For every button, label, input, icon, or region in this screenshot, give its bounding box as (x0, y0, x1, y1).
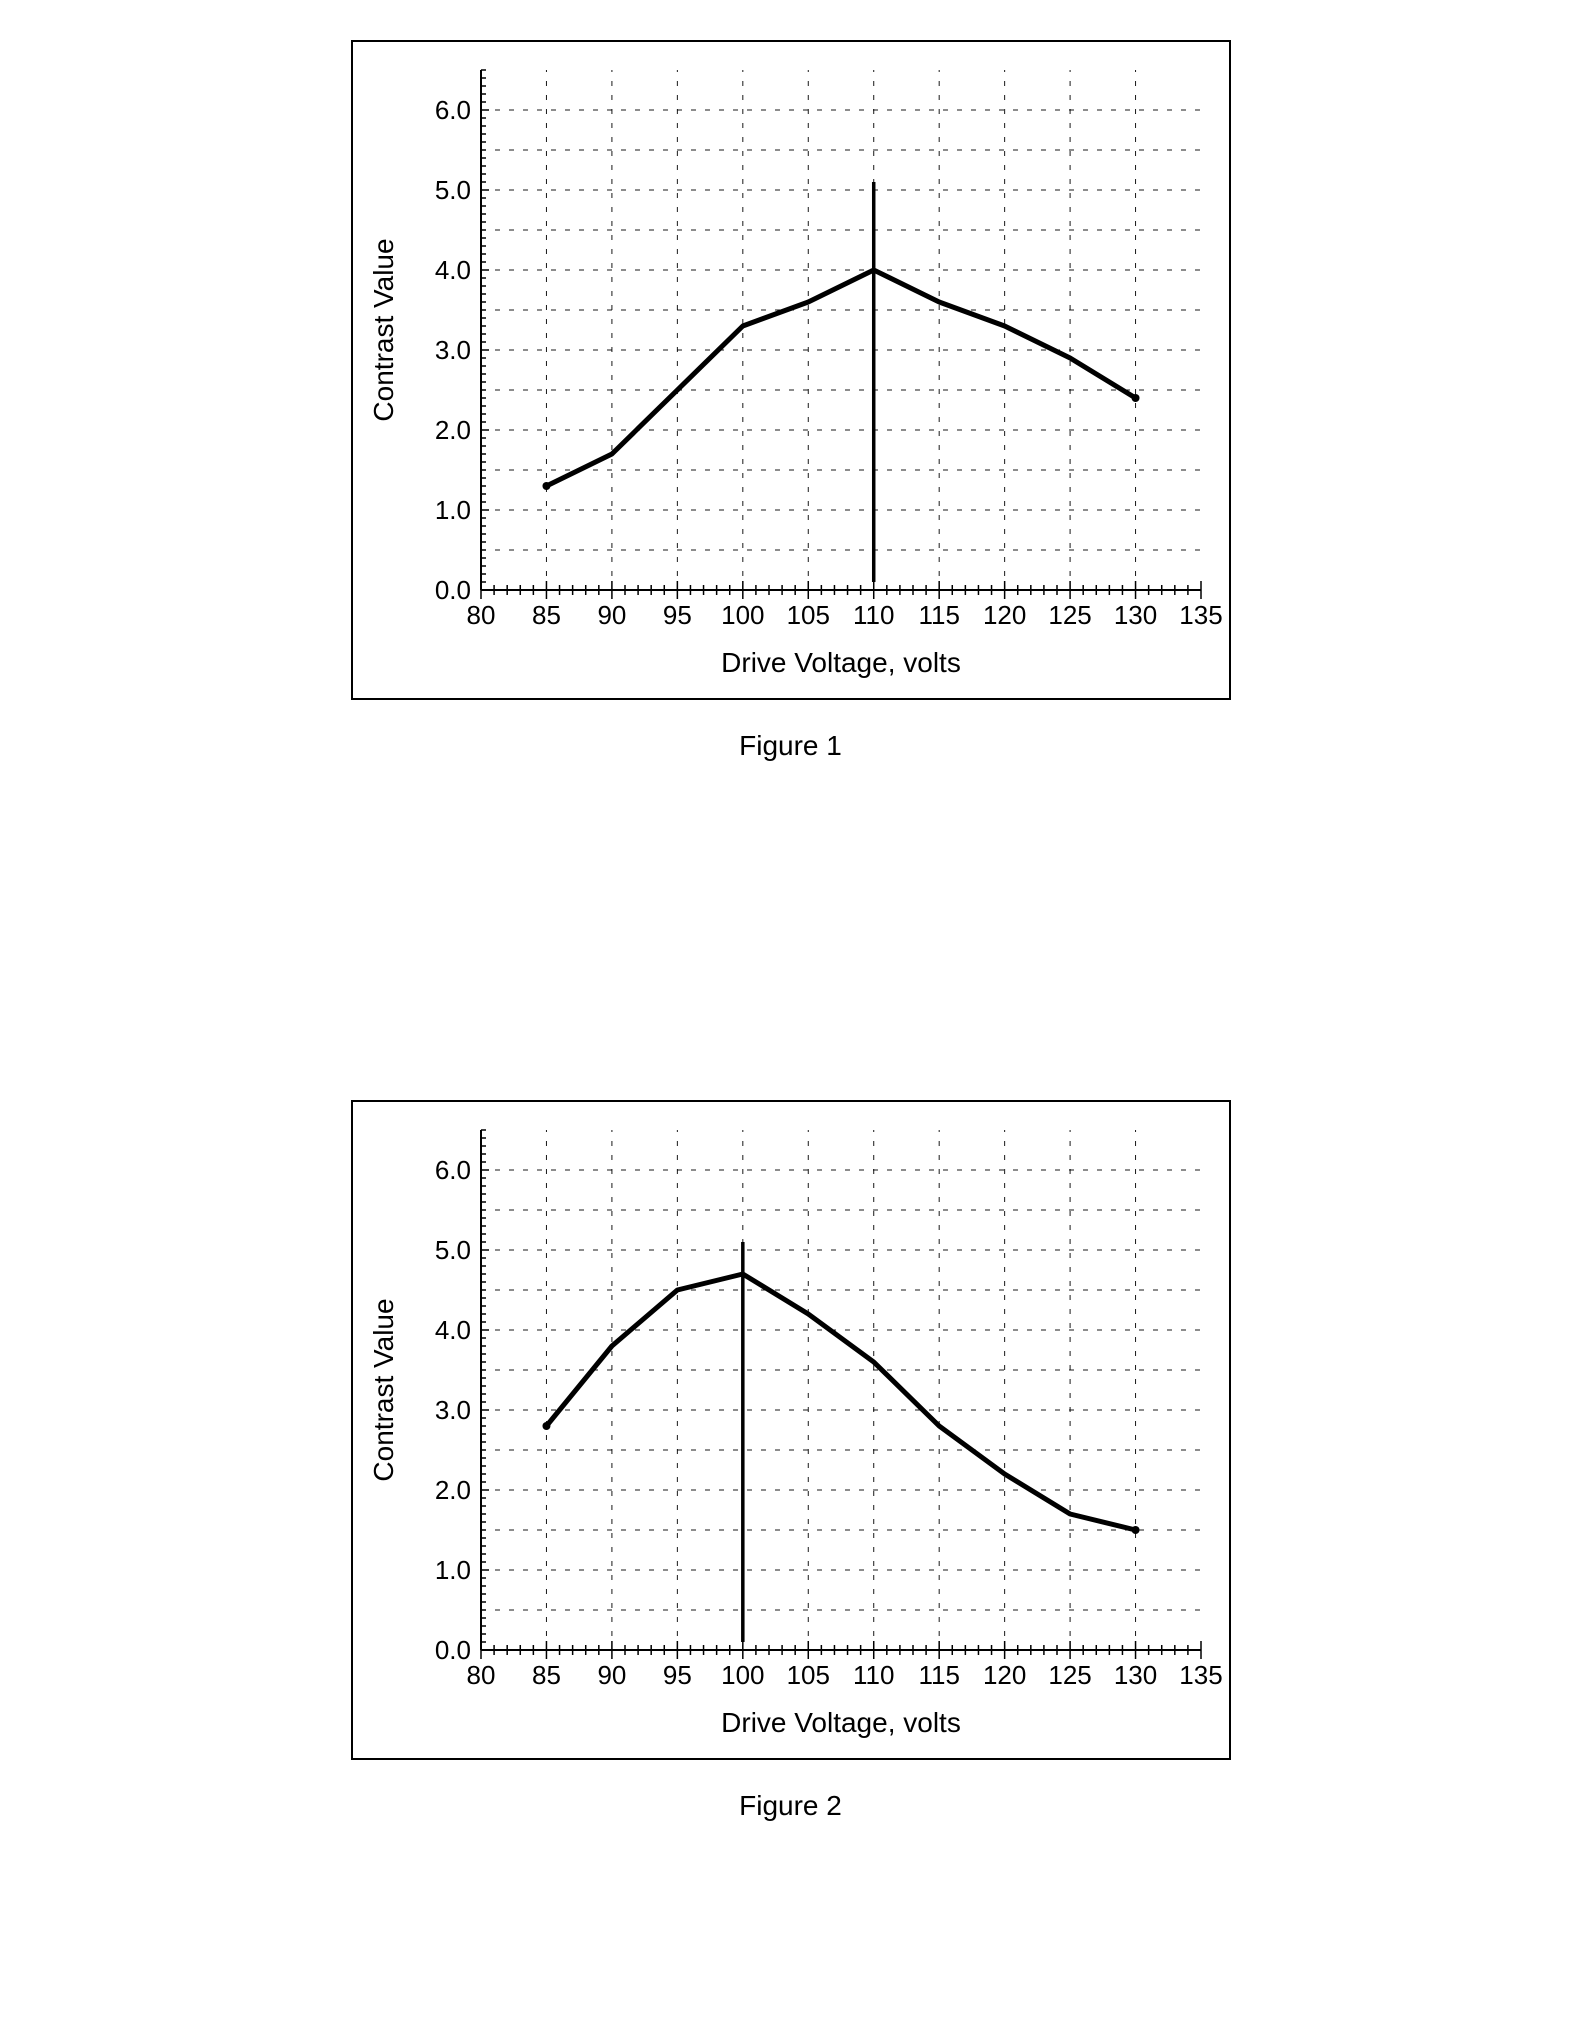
svg-text:110: 110 (853, 600, 894, 630)
svg-text:135: 135 (1179, 600, 1222, 630)
svg-text:4.0: 4.0 (434, 1315, 470, 1345)
svg-text:Contrast Value: Contrast Value (368, 238, 399, 421)
svg-text:5.0: 5.0 (434, 1235, 470, 1265)
svg-text:6.0: 6.0 (434, 95, 470, 125)
svg-text:125: 125 (1048, 1660, 1091, 1690)
figure-2-chart: 0.01.02.03.04.05.06.08085909510010511011… (351, 1100, 1231, 1760)
svg-text:2.0: 2.0 (434, 415, 470, 445)
svg-text:1.0: 1.0 (434, 495, 470, 525)
figure-1-caption: Figure 1 (351, 730, 1231, 762)
svg-text:2.0: 2.0 (434, 1475, 470, 1505)
svg-text:95: 95 (662, 1660, 691, 1690)
svg-text:130: 130 (1113, 1660, 1156, 1690)
svg-text:110: 110 (853, 1660, 894, 1690)
svg-text:120: 120 (982, 600, 1025, 630)
svg-text:Drive Voltage, volts: Drive Voltage, volts (721, 647, 961, 678)
svg-text:105: 105 (786, 1660, 829, 1690)
svg-text:130: 130 (1113, 600, 1156, 630)
svg-text:120: 120 (982, 1660, 1025, 1690)
svg-text:3.0: 3.0 (434, 335, 470, 365)
svg-text:80: 80 (466, 1660, 495, 1690)
page: 0.01.02.03.04.05.06.08085909510010511011… (0, 0, 1581, 2040)
svg-text:135: 135 (1179, 1660, 1222, 1690)
svg-text:80: 80 (466, 600, 495, 630)
figure-2-container: 0.01.02.03.04.05.06.08085909510010511011… (351, 1100, 1231, 1822)
svg-text:90: 90 (597, 600, 626, 630)
svg-text:105: 105 (786, 600, 829, 630)
svg-text:5.0: 5.0 (434, 175, 470, 205)
svg-text:100: 100 (721, 1660, 764, 1690)
svg-text:3.0: 3.0 (434, 1395, 470, 1425)
svg-text:95: 95 (662, 600, 691, 630)
figure-2-caption: Figure 2 (351, 1790, 1231, 1822)
figure-1-chart: 0.01.02.03.04.05.06.08085909510010511011… (351, 40, 1231, 700)
svg-text:100: 100 (721, 600, 764, 630)
svg-text:6.0: 6.0 (434, 1155, 470, 1185)
svg-text:115: 115 (918, 1660, 959, 1690)
svg-text:Drive Voltage, volts: Drive Voltage, volts (721, 1707, 961, 1738)
svg-text:Contrast Value: Contrast Value (368, 1298, 399, 1481)
svg-text:4.0: 4.0 (434, 255, 470, 285)
svg-text:85: 85 (531, 1660, 560, 1690)
svg-text:90: 90 (597, 1660, 626, 1690)
svg-text:115: 115 (918, 600, 959, 630)
svg-text:1.0: 1.0 (434, 1555, 470, 1585)
svg-text:125: 125 (1048, 600, 1091, 630)
figure-1-container: 0.01.02.03.04.05.06.08085909510010511011… (351, 40, 1231, 762)
svg-text:85: 85 (531, 600, 560, 630)
